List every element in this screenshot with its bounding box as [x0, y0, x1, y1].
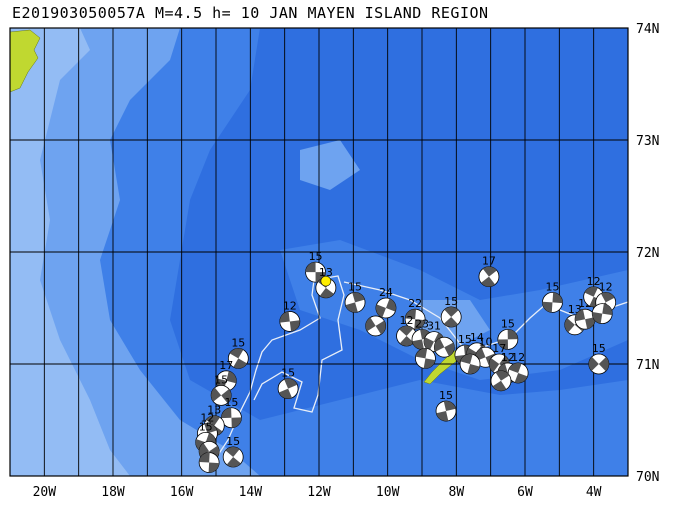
- focal-mechanism: [478, 266, 500, 288]
- focal-mechanism: [507, 362, 529, 384]
- depth-label: 15: [592, 342, 606, 355]
- depth-label: 31: [427, 320, 441, 333]
- depth-label: 15: [348, 280, 362, 293]
- focal-mechanism: [279, 311, 301, 332]
- depth-label: 24: [379, 286, 393, 299]
- depth-label: 13: [319, 266, 333, 279]
- latitude-label: 70N: [636, 470, 659, 485]
- depth-label: 15: [444, 295, 458, 308]
- longitude-label: 20W: [33, 485, 57, 500]
- depth-label: 15: [199, 420, 213, 433]
- depth-label: 12: [587, 275, 601, 288]
- depth-label: 15: [439, 389, 453, 402]
- focal-mechanism: [490, 370, 512, 392]
- depth-label: 12: [283, 299, 297, 312]
- depth-label: 12: [400, 314, 414, 327]
- depth-label: 12: [511, 351, 525, 364]
- latitude-label: 71N: [636, 358, 659, 373]
- depth-label: 22: [408, 297, 422, 310]
- depth-label: 17: [492, 342, 506, 355]
- longitude-label: 10W: [376, 485, 400, 500]
- depth-label: 15: [309, 250, 323, 263]
- depth-label: 12: [501, 351, 515, 364]
- depth-label: 13: [207, 404, 221, 417]
- greenland-land: [10, 29, 41, 93]
- depth-label: 15: [501, 317, 515, 330]
- focal-mechanism: [588, 353, 610, 375]
- depth-label: 15: [224, 396, 238, 409]
- event-epicenter-marker: [320, 275, 332, 287]
- depth-label: 12: [599, 280, 613, 293]
- focal-mechanism: [435, 400, 457, 422]
- focal-mechanism: [198, 452, 220, 473]
- focal-mechanism: [344, 291, 366, 313]
- depth-label: 23: [415, 317, 429, 330]
- focal-mechanism: [375, 297, 397, 319]
- focal-mechanism: [221, 407, 242, 429]
- latitude-label: 74N: [636, 22, 659, 37]
- longitude-label: 14W: [239, 485, 263, 500]
- focal-mechanism: [459, 353, 481, 375]
- map-title: E201903050057A M=4.5 h= 10 JAN MAYEN ISL…: [12, 4, 489, 22]
- depth-label: 15: [214, 373, 228, 386]
- focal-mechanism: [305, 261, 326, 283]
- focal-mechanism: [574, 308, 596, 330]
- depth-label: 15: [231, 336, 245, 349]
- longitude-label: 16W: [170, 485, 194, 500]
- focal-mechanism: [222, 446, 244, 468]
- axis-labels: 20W 18W 16W 14W 12W 10W 8W 6W 4W 74N 73N 72N 71N 70N: [33, 22, 660, 500]
- longitude-label: 18W: [101, 485, 125, 500]
- focal-mechanism: [396, 325, 417, 347]
- graticule: [10, 28, 628, 476]
- focal-mechanism: [365, 315, 387, 337]
- depth-label: 15: [458, 333, 472, 346]
- focal-mechanism: [591, 303, 613, 325]
- focal-mechanism: [497, 328, 519, 350]
- focal-mechanism: [404, 308, 426, 330]
- map-frame: [9, 27, 629, 477]
- depth-label: 17: [482, 255, 496, 268]
- plate-boundary: [207, 275, 345, 471]
- longitude-label: 4W: [586, 485, 602, 500]
- depth-label: 14: [470, 331, 484, 344]
- focal-mechanism: [415, 347, 436, 369]
- focal-mechanism: [440, 306, 462, 328]
- depth-label: 12: [200, 411, 214, 424]
- depth-label: 17: [219, 359, 233, 372]
- depth-label: 15: [281, 367, 295, 380]
- longitude-label: 12W: [307, 485, 331, 500]
- longitude-label: 6W: [517, 485, 533, 500]
- depth-label: 10: [479, 335, 493, 348]
- focal-mechanism: [277, 378, 299, 400]
- latitude-label: 72N: [636, 246, 659, 261]
- latitude-label: 73N: [636, 134, 659, 149]
- longitude-label: 8W: [449, 485, 465, 500]
- focal-mechanism: [210, 384, 232, 406]
- focal-mechanism: [542, 291, 563, 313]
- focal-mechanism: [433, 336, 455, 358]
- depth-label: 15: [545, 280, 559, 293]
- depth-label: 15: [226, 435, 240, 448]
- focal-mechanism: [227, 347, 249, 369]
